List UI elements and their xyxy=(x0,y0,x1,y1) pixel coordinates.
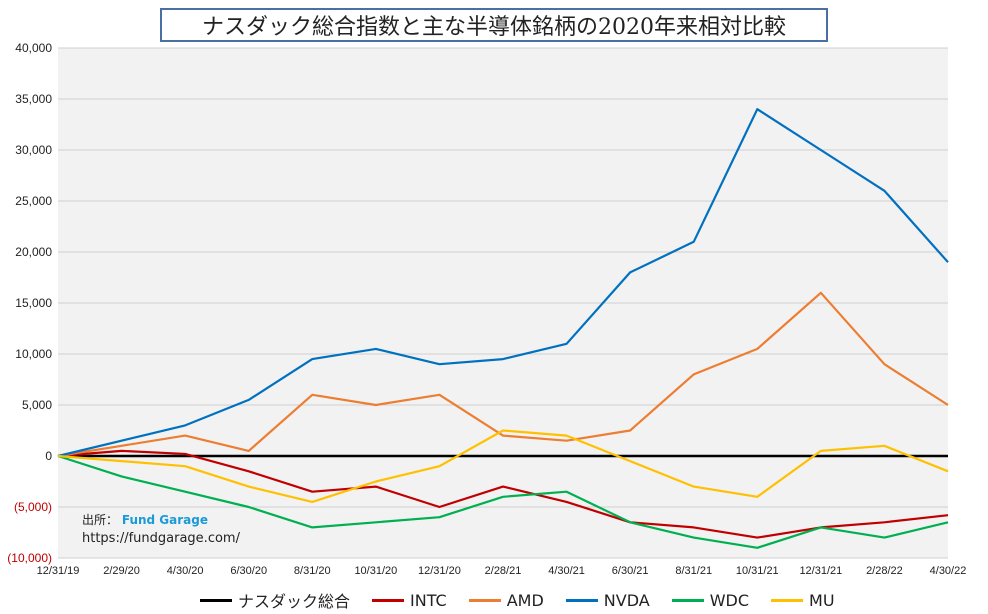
y-tick-label: 40,000 xyxy=(15,41,52,55)
legend-label-intc: INTC xyxy=(410,590,447,610)
series-line-4 xyxy=(57,454,949,549)
legend-label-nasdaq: ナスダック総合 xyxy=(238,592,351,611)
legend-item-nvda: NVDA xyxy=(565,588,650,612)
source-url: https://fundgarage.com/ xyxy=(82,531,240,546)
y-tick-label: 15,000 xyxy=(15,296,52,310)
x-tick-label: 2/29/20 xyxy=(103,565,140,577)
x-tick-label: 4/30/20 xyxy=(167,565,204,577)
legend-swatch-intc xyxy=(372,598,405,602)
x-axis-ticks: 12/31/19 2/29/20 4/30/20 6/30/20 8/31/20 10/3… xyxy=(37,565,967,577)
legend-label-wdc: WDC xyxy=(709,590,750,610)
legend-swatch-nvda xyxy=(565,598,598,602)
x-tick-label: 4/30/21 xyxy=(548,565,585,577)
x-tick-label: 6/30/20 xyxy=(230,565,267,577)
x-tick-label: 10/31/21 xyxy=(736,565,779,577)
x-tick-label: 4/30/22 xyxy=(930,565,967,577)
legend-item-intc: INTC xyxy=(372,588,447,612)
y-tick-label: (5,000) xyxy=(14,500,52,514)
y-tick-label: 25,000 xyxy=(15,194,52,208)
legend-label-amd: AMD xyxy=(506,590,544,610)
x-tick-label: 10/31/20 xyxy=(354,565,397,577)
legend-item-wdc: WDC xyxy=(671,588,750,612)
legend-swatch-mu xyxy=(771,598,804,602)
series-line-2 xyxy=(57,291,949,458)
y-tick-label: 20,000 xyxy=(15,245,52,259)
y-tick-label: 10,000 xyxy=(15,347,52,361)
x-tick-label: 2/28/21 xyxy=(485,565,522,577)
y-tick-label: (10,000) xyxy=(7,551,52,565)
x-tick-label: 12/31/21 xyxy=(799,565,842,577)
series-line-3 xyxy=(57,108,949,458)
y-tick-label: 30,000 xyxy=(15,143,52,157)
x-tick-label: 8/31/20 xyxy=(294,565,331,577)
legend-swatch-nasdaq xyxy=(200,598,232,602)
x-tick-label: 8/31/21 xyxy=(675,565,712,577)
y-tick-label: 35,000 xyxy=(15,92,52,106)
legend-item-nasdaq: ナスダック総合 xyxy=(200,588,350,612)
legend-swatch-wdc xyxy=(671,598,704,602)
legend: ナスダック総合 INTC AMD NVDA WDC MU xyxy=(200,588,835,612)
legend-label-nvda: NVDA xyxy=(603,590,650,610)
y-tick-label: 0 xyxy=(45,449,52,463)
chart-title-text: ナスダック総合指数と主な半導体銘柄の2020年来相対比較 xyxy=(202,15,786,40)
series-line-1 xyxy=(57,449,949,539)
source-prefix: 出所： xyxy=(82,513,119,527)
legend-label-mu: MU xyxy=(809,590,835,610)
legend-swatch-amd xyxy=(468,598,501,602)
y-axis-ticks: 40,000 35,000 30,000 25,000 20,000 15,000 10,0… xyxy=(7,41,52,565)
y-tick-label: 5,000 xyxy=(22,398,52,412)
x-tick-label: 12/31/20 xyxy=(418,565,461,577)
source-brand: Fund Garage xyxy=(121,513,208,527)
series-lines xyxy=(57,108,949,549)
chart-title: ナスダック総合指数と主な半導体銘柄の2020年来相対比較 xyxy=(160,8,828,42)
series-line-5 xyxy=(57,429,949,503)
x-tick-label: 2/28/22 xyxy=(866,565,903,577)
x-tick-label: 12/31/19 xyxy=(37,565,80,577)
x-tick-label: 6/30/21 xyxy=(612,565,649,577)
legend-item-mu: MU xyxy=(771,588,835,612)
legend-item-amd: AMD xyxy=(468,588,544,612)
source-label: 出所： Fund Garage xyxy=(82,511,208,528)
